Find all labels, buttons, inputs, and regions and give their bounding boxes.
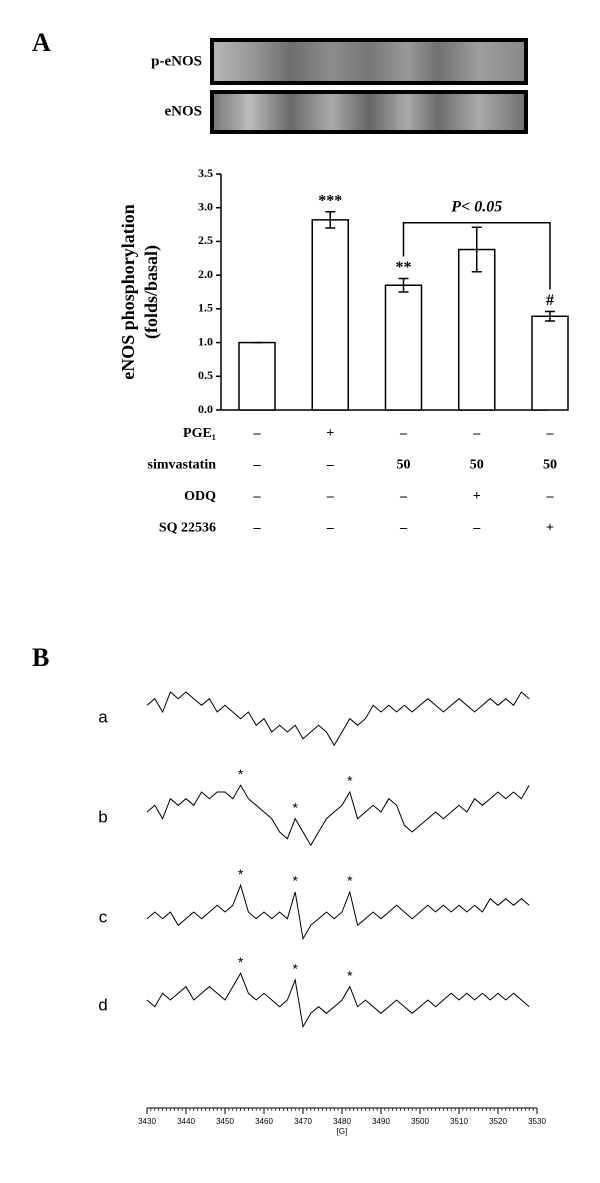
x-tick-label: 3510	[450, 1117, 468, 1126]
treatment-name: SQ 22536	[159, 521, 216, 536]
error-bar	[325, 211, 336, 229]
x-tick-label: 3470	[294, 1117, 312, 1126]
treatment-value: –	[326, 458, 335, 473]
epr-trace	[146, 883, 530, 941]
treatment-value: 50	[543, 458, 557, 473]
bar	[384, 284, 423, 411]
y-tick-label: 2.0	[198, 267, 213, 281]
blot-image	[210, 90, 528, 134]
y-axis-label: eNOS phosphorylation	[118, 204, 138, 380]
treatment-name: ODQ	[184, 489, 216, 504]
y-tick-label: 1.0	[198, 334, 213, 348]
treatment-value: –	[326, 521, 335, 536]
x-tick-label: 3430	[138, 1117, 156, 1126]
treatment-value: –	[399, 521, 408, 536]
treatment-value: –	[253, 489, 262, 504]
x-tick-label: 3500	[411, 1117, 429, 1126]
blot-label: eNOS	[165, 103, 203, 119]
peak-marker: *	[238, 766, 244, 782]
y-tick-label: 1.5	[198, 301, 213, 315]
x-tick-label: 3530	[528, 1117, 546, 1126]
significance-label: **	[395, 259, 411, 276]
x-tick-label: 3490	[372, 1117, 390, 1126]
peak-marker: *	[238, 954, 244, 970]
epr-trace	[146, 972, 530, 1029]
treatment-value: –	[545, 489, 554, 504]
treatment-name: simvastatin	[148, 458, 217, 473]
treatment-value: –	[472, 521, 481, 536]
x-tick-label: 3520	[489, 1117, 507, 1126]
bar	[531, 315, 569, 411]
treatment-value: 50	[396, 458, 410, 473]
treatment-value: +	[326, 426, 334, 441]
x-tick-label: 3480	[333, 1117, 351, 1126]
error-bar	[398, 277, 409, 293]
treatment-value: –	[253, 426, 262, 441]
treatment-value: 50	[470, 458, 484, 473]
bar	[238, 341, 276, 411]
y-tick-label: 3.0	[198, 199, 213, 213]
treatment-value: +	[473, 489, 481, 504]
epr-trace	[146, 784, 530, 847]
bracket-label: P< 0.05	[450, 198, 502, 215]
y-axis-label: (folds/basal)	[141, 245, 162, 339]
peak-marker: *	[292, 799, 298, 815]
y-tick-label: 0.0	[198, 402, 213, 416]
x-axis-label: [G]	[337, 1127, 348, 1136]
peak-marker: *	[292, 961, 298, 977]
significance-label: ***	[318, 192, 342, 209]
peak-marker: *	[347, 873, 353, 889]
peak-marker: *	[347, 967, 353, 983]
blot-label: p-eNOS	[151, 53, 202, 69]
trace-label: d	[98, 995, 107, 1014]
error-bar	[471, 226, 482, 273]
panel-label: A	[32, 28, 51, 57]
treatment-value: –	[472, 426, 481, 441]
bar	[457, 248, 496, 411]
error-bar	[544, 310, 555, 322]
treatment-value: –	[545, 426, 554, 441]
treatment-value: +	[546, 521, 554, 536]
y-tick-label: 2.5	[198, 233, 213, 247]
treatment-value: –	[399, 426, 408, 441]
trace-label: b	[98, 807, 107, 826]
panel-label: B	[32, 643, 49, 672]
bracket	[402, 221, 551, 290]
trace-label: c	[99, 907, 108, 926]
treatment-value: –	[253, 521, 262, 536]
x-tick-label: 3460	[255, 1117, 273, 1126]
peak-marker: *	[292, 873, 298, 889]
x-tick-label: 3450	[216, 1117, 234, 1126]
treatment-value: –	[326, 489, 335, 504]
treatment-value: –	[399, 489, 408, 504]
significance-label: #	[546, 292, 554, 309]
treatment-value: –	[253, 458, 262, 473]
y-tick-label: 3.5	[198, 166, 213, 180]
trace-label: a	[98, 707, 108, 726]
epr-trace	[146, 691, 530, 747]
y-tick-label: 0.5	[198, 368, 213, 382]
treatment-name: PGE₁	[183, 426, 216, 441]
bar	[311, 219, 349, 411]
x-tick-label: 3440	[177, 1117, 195, 1126]
blot-image	[210, 38, 528, 85]
peak-marker: *	[238, 866, 244, 882]
peak-marker: *	[347, 773, 353, 789]
